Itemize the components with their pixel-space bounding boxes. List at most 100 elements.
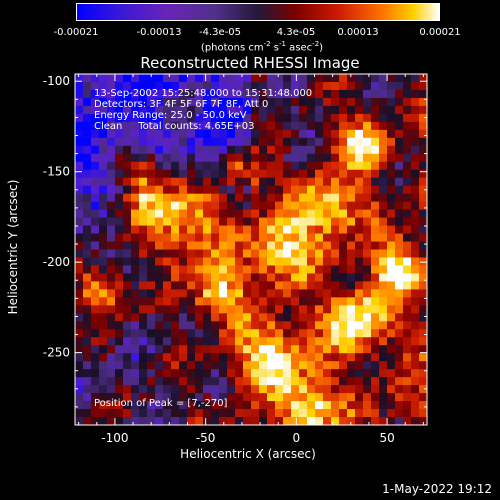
heatmap-cell xyxy=(211,161,220,171)
heatmap-cell xyxy=(155,129,164,139)
heatmap-cell xyxy=(171,321,180,330)
heatmap-cell xyxy=(171,217,180,226)
heatmap-cell xyxy=(187,297,196,306)
heatmap-cell xyxy=(83,177,92,187)
heatmap-cell xyxy=(419,345,428,354)
heatmap-cell xyxy=(211,281,220,290)
heatmap-cell xyxy=(387,417,396,426)
heatmap-cell xyxy=(107,401,116,410)
heatmap-cell xyxy=(187,417,196,426)
heatmap-cell xyxy=(379,161,388,171)
colorbar-tick-label: -4.3e-05 xyxy=(199,27,241,38)
heatmap-cell xyxy=(291,89,300,99)
heatmap-cell xyxy=(83,105,92,115)
heatmap-cell xyxy=(187,257,196,266)
heatmap-cell xyxy=(331,233,340,242)
heatmap-cell xyxy=(195,105,204,115)
heatmap-cell xyxy=(291,241,300,250)
heatmap-cell xyxy=(347,241,356,250)
heatmap-cell xyxy=(387,217,396,226)
heatmap-cell xyxy=(227,145,236,155)
heatmap-cell xyxy=(259,113,268,123)
heatmap-cell xyxy=(251,169,260,179)
heatmap-cell xyxy=(395,289,404,298)
heatmap-cell xyxy=(219,401,228,410)
heatmap-cell xyxy=(163,89,172,99)
heatmap-cell xyxy=(259,257,268,266)
heatmap-cell xyxy=(123,249,132,258)
heatmap-cell xyxy=(179,265,188,274)
heatmap-cell xyxy=(171,193,180,203)
heatmap-cell xyxy=(243,177,252,187)
heatmap-cell xyxy=(371,369,380,378)
unit-exp-1: -2 xyxy=(263,40,271,48)
heatmap-cell xyxy=(339,305,348,314)
heatmap-cell xyxy=(123,409,132,418)
heatmap-cell xyxy=(387,161,396,171)
heatmap-cell xyxy=(339,113,348,123)
heatmap-cell xyxy=(99,74,108,83)
heatmap-cell xyxy=(363,281,372,290)
heatmap-cell xyxy=(115,377,124,386)
heatmap-cell xyxy=(163,105,172,115)
heatmap-cell xyxy=(347,169,356,179)
heatmap-cell xyxy=(243,409,252,418)
heatmap-cell xyxy=(123,81,132,91)
heatmap-cell xyxy=(347,273,356,282)
heatmap-cell xyxy=(339,209,348,218)
heatmap-cell xyxy=(91,113,100,123)
heatmap-cell xyxy=(139,217,148,226)
heatmap-cell xyxy=(187,289,196,298)
heatmap-cell xyxy=(291,281,300,290)
heatmap-cell xyxy=(283,369,292,378)
heatmap-cell xyxy=(355,249,364,258)
heatmap-cell xyxy=(283,81,292,91)
heatmap-cell xyxy=(355,225,364,234)
heatmap-cell xyxy=(291,329,300,338)
heatmap-cell xyxy=(147,265,156,274)
heatmap-cell xyxy=(315,265,324,274)
heatmap-cell xyxy=(355,201,364,211)
heatmap-cell xyxy=(315,201,324,211)
heatmap-cell xyxy=(315,353,324,362)
heatmap-cell xyxy=(355,169,364,179)
heatmap-cell xyxy=(283,345,292,354)
heatmap-cell xyxy=(171,337,180,346)
heatmap-cell xyxy=(139,74,148,83)
heatmap-cell xyxy=(267,273,276,282)
heatmap-cell xyxy=(331,185,340,195)
heatmap-cell xyxy=(155,313,164,322)
heatmap-cell xyxy=(363,137,372,147)
heatmap-cell xyxy=(275,321,284,330)
heatmap-cell xyxy=(315,225,324,234)
heatmap-cell xyxy=(251,265,260,274)
heatmap-cell xyxy=(315,121,324,131)
heatmap-cell xyxy=(83,217,92,226)
heatmap-cell xyxy=(363,385,372,394)
heatmap-cell xyxy=(275,289,284,298)
heatmap-cell xyxy=(363,121,372,131)
heatmap-cell xyxy=(195,369,204,378)
heatmap-cell xyxy=(267,289,276,298)
heatmap-cell xyxy=(259,353,268,362)
heatmap-cell xyxy=(275,161,284,171)
heatmap-cell xyxy=(179,345,188,354)
heatmap-cell xyxy=(371,345,380,354)
heatmap-cell xyxy=(131,97,140,107)
heatmap-cell xyxy=(411,369,420,378)
heatmap-cell xyxy=(243,201,252,211)
heatmap-cell xyxy=(379,401,388,410)
heatmap-cell xyxy=(315,409,324,418)
heatmap-cell xyxy=(99,177,108,187)
heatmap-cell xyxy=(259,153,268,163)
heatmap-cell xyxy=(75,153,84,163)
heatmap-cell xyxy=(203,185,212,195)
heatmap-cell xyxy=(179,193,188,203)
heatmap-cell xyxy=(363,249,372,258)
heatmap-cell xyxy=(195,281,204,290)
heatmap-cell xyxy=(163,201,172,211)
heatmap-cell xyxy=(387,89,396,99)
heatmap-cell xyxy=(395,121,404,131)
heatmap-cell xyxy=(99,97,108,107)
heatmap-cell xyxy=(307,177,316,187)
